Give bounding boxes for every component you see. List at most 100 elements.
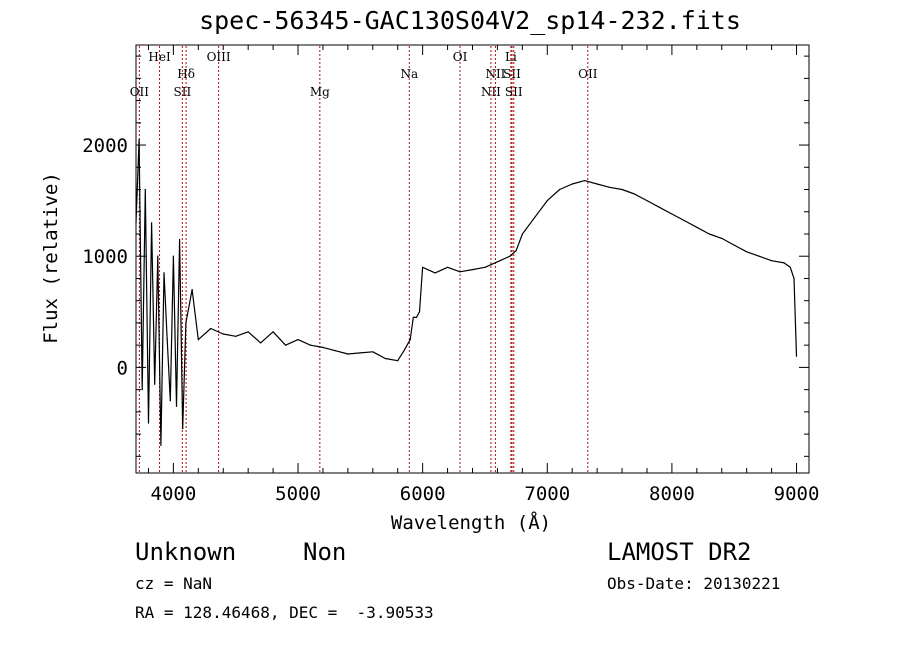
redshift-cz: cz = NaN — [135, 574, 213, 593]
data-point — [160, 444, 162, 446]
data-point — [141, 389, 143, 391]
line-marker-label: Li — [505, 50, 517, 64]
data-point — [546, 200, 548, 202]
data-point — [793, 277, 795, 280]
data-point — [447, 266, 449, 268]
data-point — [163, 272, 165, 274]
data-point — [384, 357, 386, 360]
data-point — [260, 342, 262, 344]
line-marker-label: SII — [174, 85, 192, 99]
data-point — [147, 422, 150, 424]
x-tick-label: 8000 — [649, 483, 695, 505]
data-point — [771, 260, 773, 262]
data-point — [621, 188, 623, 191]
data-point — [509, 255, 511, 257]
data-point — [185, 322, 187, 324]
spectrum-series — [135, 138, 798, 446]
object-subclass: Non — [303, 538, 347, 566]
data-point — [609, 186, 611, 188]
data-point — [733, 244, 735, 246]
data-point — [415, 316, 417, 318]
data-point — [135, 222, 137, 224]
data-point — [210, 327, 212, 330]
data-point — [144, 188, 146, 191]
x-axis-label: Wavelength (Å) — [391, 511, 551, 534]
data-point — [372, 351, 374, 353]
chart-title: spec-56345-GAC130S04V2_sp14-232.fits — [199, 6, 741, 35]
line-marker-label: SII — [503, 67, 521, 81]
data-point — [297, 339, 299, 341]
line-marker-label: OII — [130, 85, 150, 99]
x-tick-label: 9000 — [774, 483, 820, 505]
axis-ticks: 4000 5000 6000 7000 8000 9000 0 1000 2000 — [82, 45, 819, 505]
line-marker-label: Hδ — [177, 67, 195, 81]
data-point — [138, 138, 140, 141]
data-point — [571, 183, 573, 185]
line-marker-label: Mg — [310, 85, 330, 99]
data-point — [758, 255, 760, 257]
ra-dec: RA = 128.46468, DEC = -3.90533 — [135, 603, 434, 622]
data-point — [471, 269, 474, 271]
data-point — [412, 316, 414, 318]
data-point — [179, 238, 181, 241]
data-point — [789, 266, 791, 268]
data-point — [484, 266, 486, 268]
object-class: Unknown — [135, 538, 237, 566]
data-point — [191, 289, 193, 291]
data-point — [397, 360, 399, 362]
line-marker-label: NII — [485, 67, 505, 81]
data-point — [403, 350, 405, 352]
data-point — [166, 339, 168, 341]
data-point — [409, 339, 411, 341]
data-point — [434, 272, 436, 274]
x-tick-label: 5000 — [275, 483, 321, 505]
survey-name: LAMOST DR2 — [607, 538, 752, 566]
data-point — [521, 233, 524, 235]
data-point — [235, 335, 237, 337]
line-marker-label: OIII — [207, 50, 231, 64]
x-tick-label: 7000 — [524, 483, 570, 505]
data-point — [795, 355, 798, 357]
data-point — [285, 344, 287, 346]
line-marker-label: Na — [400, 67, 418, 81]
data-point — [534, 216, 536, 218]
data-point — [172, 255, 174, 257]
y-tick-label: 2000 — [82, 135, 128, 157]
line-marker-label: OII — [578, 67, 598, 81]
plot-border — [135, 44, 810, 474]
obs-date: Obs-Date: 20130221 — [607, 574, 781, 593]
data-point — [154, 383, 156, 385]
data-point — [422, 266, 424, 268]
data-point — [359, 352, 361, 354]
data-point — [671, 213, 673, 215]
data-point — [633, 193, 636, 195]
data-point — [272, 331, 274, 333]
data-point — [559, 188, 561, 191]
data-point — [708, 233, 710, 235]
y-tick-label: 1000 — [82, 246, 128, 268]
data-point — [584, 180, 586, 182]
data-point — [151, 222, 153, 224]
data-point — [696, 226, 698, 228]
data-point — [496, 261, 498, 263]
data-point — [646, 200, 648, 202]
data-point — [746, 251, 748, 253]
data-point — [182, 427, 184, 430]
data-point — [322, 346, 324, 348]
y-tick-label: 0 — [117, 357, 128, 379]
data-point — [418, 311, 421, 313]
line-marker-label: NII — [481, 85, 501, 99]
data-point — [197, 339, 199, 341]
x-tick-label: 6000 — [400, 483, 446, 505]
data-point — [658, 206, 661, 208]
data-point — [459, 271, 461, 273]
data-point — [783, 262, 785, 264]
x-tick-label: 4000 — [151, 483, 197, 505]
line-marker-label: SII — [505, 85, 523, 99]
data-point — [309, 344, 312, 346]
line-marker-label: HeI — [148, 50, 171, 64]
data-point — [175, 405, 178, 407]
data-point — [157, 255, 159, 257]
data-point — [721, 237, 723, 239]
